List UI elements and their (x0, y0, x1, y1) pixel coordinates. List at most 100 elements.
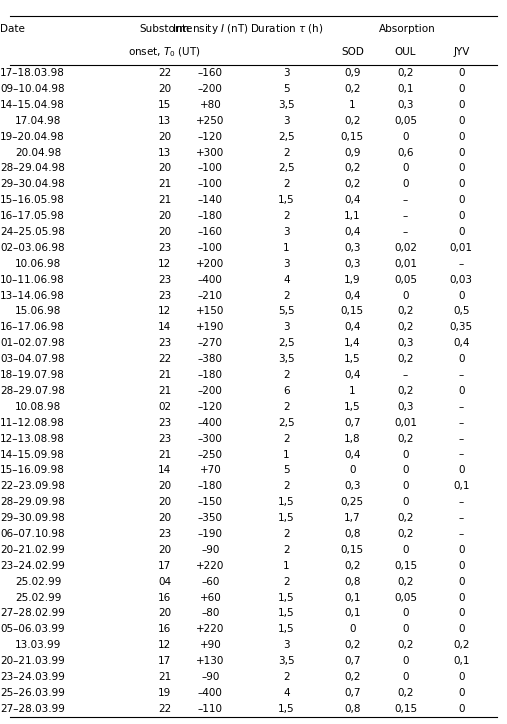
Text: 14: 14 (158, 322, 171, 332)
Text: 0,05: 0,05 (394, 116, 417, 126)
Text: 0: 0 (458, 68, 464, 78)
Text: 10.08.98: 10.08.98 (15, 402, 61, 412)
Text: 14–15.04.98: 14–15.04.98 (0, 100, 65, 110)
Text: +220: +220 (196, 624, 225, 634)
Text: 0: 0 (403, 466, 409, 476)
Text: 1,5: 1,5 (278, 608, 295, 618)
Text: 20: 20 (158, 481, 171, 492)
Text: 0,2: 0,2 (397, 306, 414, 316)
Text: 2: 2 (283, 545, 290, 555)
Text: 23: 23 (158, 418, 171, 428)
Text: Date: Date (0, 24, 25, 34)
Text: 5: 5 (283, 84, 290, 94)
Text: 21: 21 (158, 180, 171, 190)
Text: 0: 0 (458, 466, 464, 476)
Text: 1,1: 1,1 (344, 211, 360, 221)
Text: 24–25.05.98: 24–25.05.98 (0, 227, 65, 237)
Text: –100: –100 (198, 164, 223, 174)
Text: 0: 0 (349, 466, 355, 476)
Text: 20: 20 (158, 497, 171, 508)
Text: 22–23.09.98: 22–23.09.98 (0, 481, 65, 492)
Text: 1,5: 1,5 (344, 354, 360, 364)
Text: 6: 6 (283, 386, 290, 396)
Text: 0: 0 (349, 624, 355, 634)
Text: 29–30.04.98: 29–30.04.98 (0, 180, 65, 190)
Text: +80: +80 (200, 100, 221, 110)
Text: 28–29.09.98: 28–29.09.98 (0, 497, 65, 508)
Text: 2: 2 (283, 211, 290, 221)
Text: 0: 0 (458, 386, 464, 396)
Text: 0,15: 0,15 (341, 132, 364, 142)
Text: 23: 23 (158, 338, 171, 348)
Text: +200: +200 (196, 258, 225, 269)
Text: 25.02.99: 25.02.99 (15, 577, 61, 586)
Text: 12: 12 (158, 640, 171, 650)
Text: SOD: SOD (341, 47, 364, 57)
Text: 23: 23 (158, 290, 171, 300)
Text: 0: 0 (403, 481, 409, 492)
Text: 0: 0 (403, 497, 409, 508)
Text: 0: 0 (458, 180, 464, 190)
Text: 2: 2 (283, 577, 290, 586)
Text: 1,5: 1,5 (278, 624, 295, 634)
Text: 2: 2 (283, 148, 290, 158)
Text: 0,25: 0,25 (341, 497, 364, 508)
Text: 22: 22 (158, 704, 171, 714)
Text: 1: 1 (283, 450, 290, 460)
Text: 12: 12 (158, 306, 171, 316)
Text: 17: 17 (158, 561, 171, 571)
Text: 28–29.04.98: 28–29.04.98 (0, 164, 65, 174)
Text: 0: 0 (403, 132, 409, 142)
Text: 0: 0 (458, 545, 464, 555)
Text: –: – (459, 258, 464, 269)
Text: 0,2: 0,2 (397, 434, 414, 444)
Text: –60: –60 (201, 577, 220, 586)
Text: +190: +190 (196, 322, 225, 332)
Text: 29–30.09.98: 29–30.09.98 (0, 513, 65, 523)
Text: 05–06.03.99: 05–06.03.99 (0, 624, 64, 634)
Text: 10–11.06.98: 10–11.06.98 (0, 274, 65, 285)
Text: 0,4: 0,4 (344, 290, 360, 300)
Text: 0,2: 0,2 (397, 386, 414, 396)
Text: –380: –380 (198, 354, 223, 364)
Text: 0,8: 0,8 (344, 529, 360, 539)
Text: onset, $T_0$ (UT): onset, $T_0$ (UT) (128, 46, 201, 59)
Text: 14–15.09.98: 14–15.09.98 (0, 450, 65, 460)
Text: 2: 2 (283, 672, 290, 682)
Text: –180: –180 (198, 211, 223, 221)
Text: +150: +150 (196, 306, 225, 316)
Text: 20: 20 (158, 164, 171, 174)
Text: –350: –350 (198, 513, 223, 523)
Text: +300: +300 (196, 148, 225, 158)
Text: 15: 15 (158, 100, 171, 110)
Text: –80: –80 (201, 608, 220, 618)
Text: 0,2: 0,2 (344, 116, 360, 126)
Text: –100: –100 (198, 180, 223, 190)
Text: 0: 0 (403, 450, 409, 460)
Text: 20–21.02.99: 20–21.02.99 (0, 545, 65, 555)
Text: 0,4: 0,4 (453, 338, 469, 348)
Text: 14: 14 (158, 466, 171, 476)
Text: 22: 22 (158, 68, 171, 78)
Text: –: – (459, 529, 464, 539)
Text: 3,5: 3,5 (278, 100, 295, 110)
Text: Duration $\tau$ (h): Duration $\tau$ (h) (249, 22, 323, 35)
Text: 12–13.08.98: 12–13.08.98 (0, 434, 65, 444)
Text: 0: 0 (458, 688, 464, 698)
Text: 0,1: 0,1 (397, 84, 414, 94)
Text: 3: 3 (283, 640, 290, 650)
Text: 0: 0 (458, 84, 464, 94)
Text: 0,15: 0,15 (394, 704, 417, 714)
Text: –100: –100 (198, 243, 223, 253)
Text: 21: 21 (158, 195, 171, 205)
Text: 1,7: 1,7 (344, 513, 360, 523)
Text: 0,4: 0,4 (344, 450, 360, 460)
Text: 0,7: 0,7 (344, 688, 360, 698)
Text: 1,5: 1,5 (278, 592, 295, 602)
Text: 27–28.02.99: 27–28.02.99 (0, 608, 65, 618)
Text: 0,2: 0,2 (397, 354, 414, 364)
Text: –250: –250 (198, 450, 223, 460)
Text: 2: 2 (283, 180, 290, 190)
Text: 16–17.05.98: 16–17.05.98 (0, 211, 65, 221)
Text: 0: 0 (403, 180, 409, 190)
